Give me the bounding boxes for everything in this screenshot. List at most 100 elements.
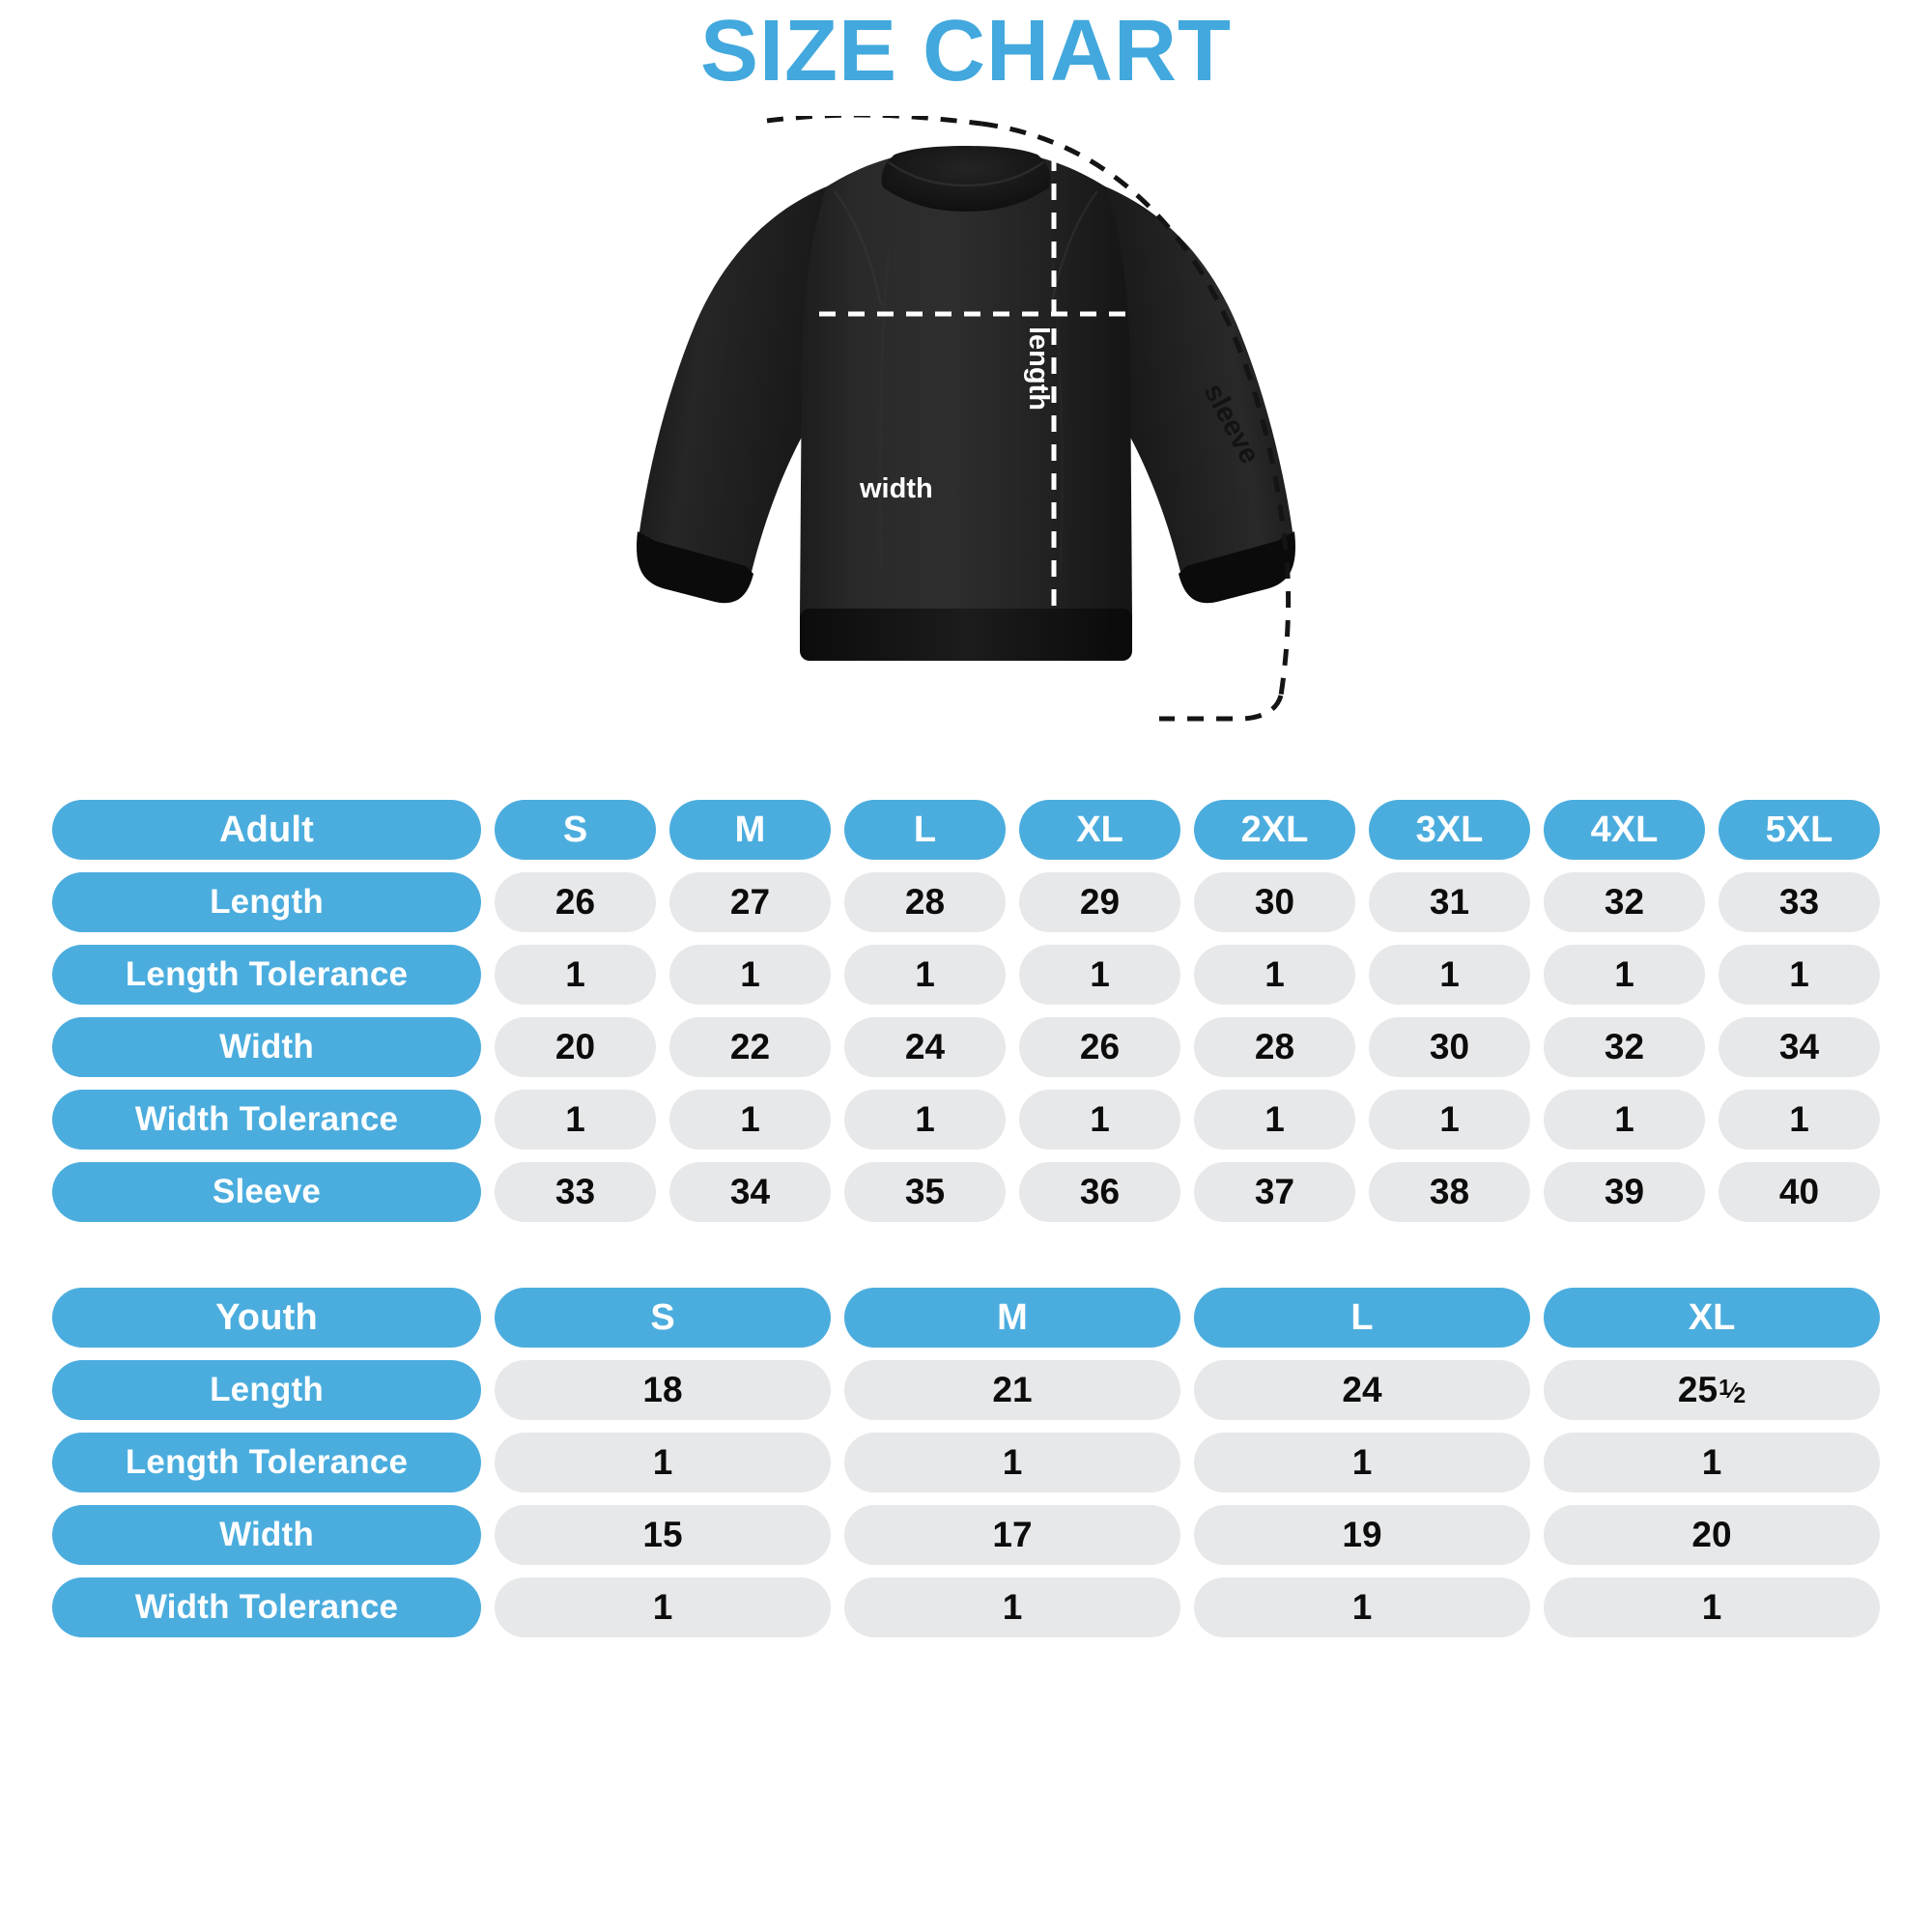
adult-cell: 1 — [669, 1090, 831, 1150]
adult-cell: 1 — [1194, 945, 1355, 1005]
adult-size-header-l: L — [844, 800, 1006, 860]
youth-row-label: Width Tolerance — [52, 1577, 481, 1637]
fold-line-1 — [878, 250, 891, 571]
adult-cell: 27 — [669, 872, 831, 932]
adult-cell: 1 — [1019, 945, 1180, 1005]
right-cuff — [1179, 531, 1295, 604]
adult-cell: 30 — [1194, 872, 1355, 932]
adult-cell: 22 — [669, 1017, 831, 1077]
adult-cell: 1 — [1719, 1090, 1880, 1150]
youth-cell: 21 — [844, 1360, 1180, 1420]
youth-section-label: Youth — [52, 1288, 481, 1348]
sleeve-guide-bottom — [1159, 695, 1284, 722]
adult-cell: 33 — [1719, 872, 1880, 932]
adult-cell: 1 — [1719, 945, 1880, 1005]
youth-cell: 1 — [1544, 1433, 1880, 1492]
sleeve-guide-curve — [980, 121, 1292, 696]
youth-row-label: Width — [52, 1505, 481, 1565]
page-title: SIZE CHART — [700, 3, 1232, 99]
left-shoulder-seam — [833, 190, 883, 306]
table-row: Width Tolerance 1 1 1 1 1 1 1 1 — [52, 1090, 1880, 1150]
adult-cell: 1 — [1544, 945, 1705, 1005]
table-row: Sleeve 33 34 35 36 37 38 39 40 — [52, 1162, 1880, 1222]
adult-cell: 33 — [495, 1162, 656, 1222]
garment-illustration: width length sleeve — [0, 116, 1932, 792]
adult-row-label: Length Tolerance — [52, 945, 481, 1005]
youth-size-header-xl: XL — [1544, 1288, 1880, 1348]
adult-cell: 1 — [669, 945, 831, 1005]
adult-row-label: Sleeve — [52, 1162, 481, 1222]
youth-size-header-s: S — [495, 1288, 831, 1348]
length-measure-label: length — [1023, 327, 1054, 411]
adult-row-label: Width Tolerance — [52, 1090, 481, 1150]
adult-cell: 32 — [1544, 872, 1705, 932]
adult-size-table: Adult S M L XL 2XL 3XL 4XL 5XL Length 26 27 28 29 30 31… — [0, 800, 1932, 1222]
youth-row-label: Length Tolerance — [52, 1433, 481, 1492]
collar-shape — [881, 146, 1051, 212]
adult-size-header-xl: XL — [1019, 800, 1180, 860]
adult-header-row: Adult S M L XL 2XL 3XL 4XL 5XL — [52, 800, 1880, 860]
sweatshirt-diagram-svg — [637, 116, 1295, 722]
youth-cell: 19 — [1194, 1505, 1530, 1565]
size-tables: Adult S M L XL 2XL 3XL 4XL 5XL Length 26 27 28 29 30 31… — [0, 800, 1932, 1650]
adult-size-header-4xl: 4XL — [1544, 800, 1705, 860]
left-sleeve-shape — [638, 186, 833, 601]
table-row: Length Tolerance 1 1 1 1 1 1 1 1 — [52, 945, 1880, 1005]
adult-cell: 1 — [495, 1090, 656, 1150]
adult-cell: 28 — [844, 872, 1006, 932]
width-measure-label: width — [860, 473, 933, 504]
youth-cell: 24 — [1194, 1360, 1530, 1420]
youth-cell: 1 — [1544, 1577, 1880, 1637]
youth-cell: 1 — [495, 1433, 831, 1492]
adult-size-header-3xl: 3XL — [1369, 800, 1530, 860]
youth-cell: 1 — [495, 1577, 831, 1637]
adult-cell: 1 — [495, 945, 656, 1005]
adult-cell: 1 — [844, 945, 1006, 1005]
adult-cell: 34 — [669, 1162, 831, 1222]
adult-cell: 38 — [1369, 1162, 1530, 1222]
adult-cell: 31 — [1369, 872, 1530, 932]
right-sleeve-shape — [1099, 186, 1294, 601]
adult-cell: 1 — [1369, 945, 1530, 1005]
adult-cell: 1 — [1194, 1090, 1355, 1150]
youth-cell: 15 — [495, 1505, 831, 1565]
table-row: Length 26 27 28 29 30 31 32 33 — [52, 872, 1880, 932]
adult-size-header-2xl: 2XL — [1194, 800, 1355, 860]
collar-seam — [888, 160, 1044, 187]
left-cuff — [637, 531, 753, 604]
table-row: Width 15 17 19 20 — [52, 1505, 1880, 1565]
adult-cell: 37 — [1194, 1162, 1355, 1222]
right-shoulder-seam — [1049, 190, 1099, 306]
adult-cell: 30 — [1369, 1017, 1530, 1077]
adult-cell: 1 — [1544, 1090, 1705, 1150]
youth-cell: 1 — [1194, 1577, 1530, 1637]
youth-size-header-l: L — [1194, 1288, 1530, 1348]
adult-size-header-5xl: 5XL — [1719, 800, 1880, 860]
adult-size-header-s: S — [495, 800, 656, 860]
youth-cell: 1 — [844, 1577, 1180, 1637]
adult-cell: 29 — [1019, 872, 1180, 932]
adult-cell: 1 — [844, 1090, 1006, 1150]
table-row: Length 18 21 24 25 1⁄2 — [52, 1360, 1880, 1420]
adult-cell: 39 — [1544, 1162, 1705, 1222]
adult-row-label: Width — [52, 1017, 481, 1077]
adult-cell: 35 — [844, 1162, 1006, 1222]
adult-cell: 20 — [495, 1017, 656, 1077]
table-spacer — [0, 1235, 1932, 1288]
adult-section-label: Adult — [52, 800, 481, 860]
youth-cell: 25 1⁄2 — [1544, 1360, 1880, 1420]
table-row: Length Tolerance 1 1 1 1 — [52, 1433, 1880, 1492]
youth-size-header-m: M — [844, 1288, 1180, 1348]
youth-row-label: Length — [52, 1360, 481, 1420]
adult-cell: 32 — [1544, 1017, 1705, 1077]
adult-cell: 36 — [1019, 1162, 1180, 1222]
sleeve-guide-top — [766, 116, 982, 127]
hem-band — [800, 609, 1132, 661]
youth-cell: 1 — [1194, 1433, 1530, 1492]
youth-cell: 18 — [495, 1360, 831, 1420]
table-row: Width Tolerance 1 1 1 1 — [52, 1577, 1880, 1637]
body-shape — [800, 153, 1132, 618]
adult-size-header-m: M — [669, 800, 831, 860]
adult-row-label: Length — [52, 872, 481, 932]
